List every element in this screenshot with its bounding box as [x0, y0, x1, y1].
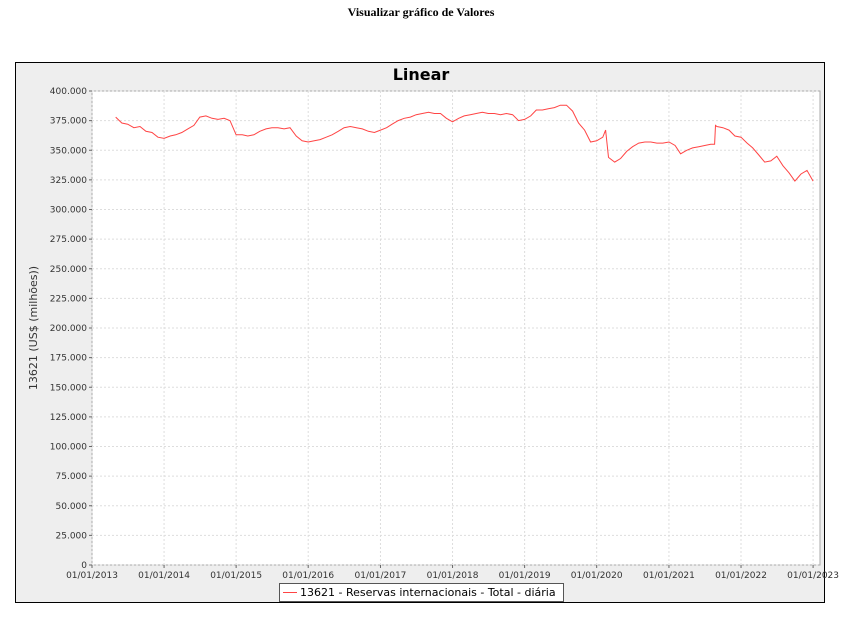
x-tick-label: 01/01/2021 — [643, 571, 695, 581]
x-tick-label: 01/01/2019 — [499, 571, 551, 581]
chart-title: Linear — [393, 65, 450, 84]
x-tick-label: 01/01/2014 — [138, 571, 190, 581]
y-tick-label: 325.000 — [50, 176, 87, 186]
series-layer — [115, 104, 814, 182]
x-tick-label: 01/01/2013 — [66, 571, 118, 581]
x-tick-label: 01/01/2016 — [282, 571, 334, 581]
y-tick-label: 50.000 — [56, 502, 88, 512]
axis-layer: 01/01/2013 01/01/2014 01/01/2015 01/01/2016… — [50, 87, 839, 581]
y-tick-label: 250.000 — [50, 265, 87, 275]
y-axis-label: 13621 (US$ (milhões)) — [27, 266, 40, 390]
legend-swatch — [283, 592, 297, 593]
y-tick-label: 175.000 — [50, 354, 87, 364]
y-tick-label: 25.000 — [56, 531, 88, 541]
y-tick-label: 200.000 — [50, 324, 87, 334]
y-tick-label: 350.000 — [50, 146, 87, 156]
legend-label: 13621 - Reservas internacionais - Total … — [300, 586, 556, 599]
series-line — [115, 104, 814, 182]
x-tick-label: 01/01/2018 — [427, 571, 479, 581]
y-tick-label: 100.000 — [50, 443, 87, 453]
x-tick-label: 01/01/2022 — [715, 571, 767, 581]
y-tick-label: 300.000 — [50, 206, 87, 216]
x-tick-label: 01/01/2020 — [571, 571, 623, 581]
y-tick-label: 75.000 — [56, 472, 88, 482]
y-tick-label: 125.000 — [50, 413, 87, 423]
y-tick-label: 150.000 — [50, 383, 87, 393]
x-tick-label: 01/01/2017 — [355, 571, 407, 581]
x-tick-label: 01/01/2015 — [210, 571, 262, 581]
y-tick-label: 275.000 — [50, 235, 87, 245]
legend: 13621 - Reservas internacionais - Total … — [279, 583, 564, 602]
x-tick-label: 01/01/2023 — [787, 571, 839, 581]
y-tick-label: 225.000 — [50, 294, 87, 304]
y-tick-label: 0 — [81, 561, 87, 571]
page-heading: Visualizar gráfico de Valores — [347, 5, 495, 19]
y-tick-label: 375.000 — [50, 117, 87, 127]
y-tick-label: 400.000 — [50, 87, 87, 97]
grid-layer — [91, 90, 820, 566]
